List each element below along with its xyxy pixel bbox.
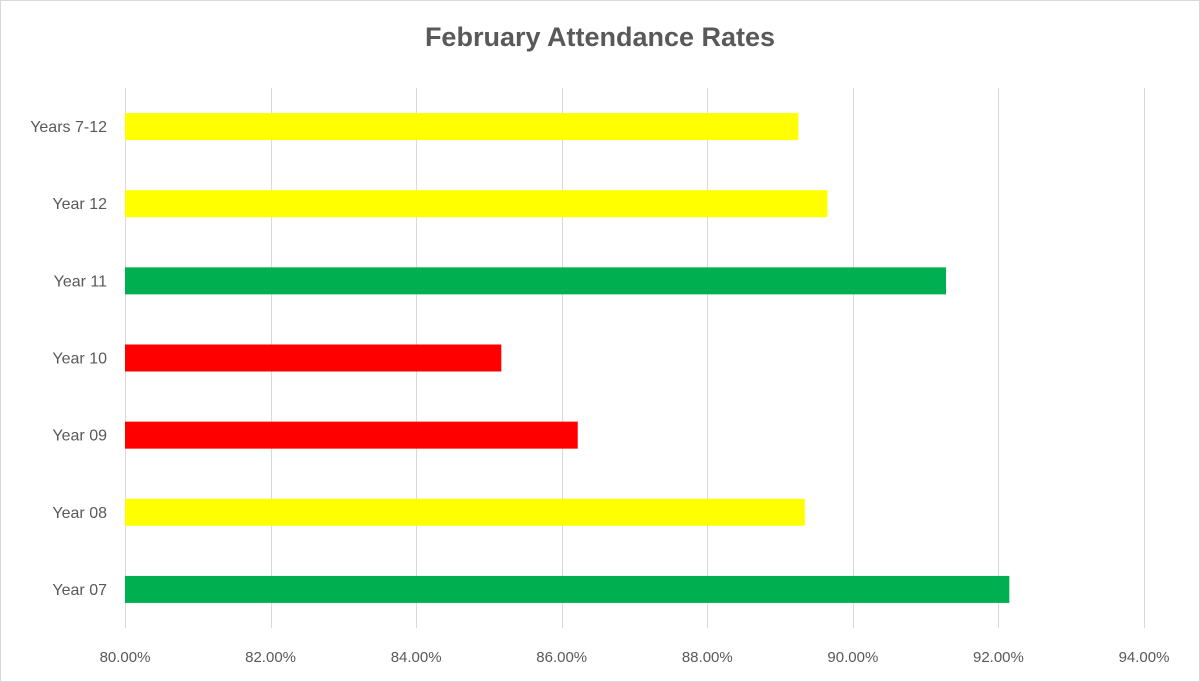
x-axis-tick-labels: 80.00% 82.00% 84.00% 86.00% 88.00% 90.00% 92.0… — [100, 649, 1170, 666]
x-tick-label: 80.00% — [100, 649, 151, 666]
bar — [125, 498, 805, 526]
x-tick-label: 82.00% — [245, 649, 296, 666]
x-tick-label: 84.00% — [391, 649, 442, 666]
category-label: Years 7-12 — [30, 119, 107, 136]
category-label: Year 09 — [52, 428, 107, 445]
bars — [125, 113, 1010, 603]
bar — [125, 344, 502, 372]
category-label: Year 11 — [54, 273, 107, 290]
bar — [125, 421, 578, 449]
category-label: Year 07 — [52, 582, 107, 599]
category-label: Year 08 — [52, 505, 107, 522]
x-tick-label: 88.00% — [682, 649, 733, 666]
category-label: Year 12 — [52, 196, 107, 213]
bar — [125, 575, 1010, 603]
bar — [125, 267, 947, 295]
x-tick-label: 94.00% — [1119, 649, 1170, 666]
x-tick-label: 90.00% — [827, 649, 878, 666]
x-tick-label: 92.00% — [973, 649, 1024, 666]
bar — [125, 113, 799, 141]
chart-title: February Attendance Rates — [424, 22, 776, 52]
category-label: Year 10 — [52, 351, 107, 368]
x-tick-label: 86.00% — [536, 649, 587, 666]
bar — [125, 190, 828, 218]
category-labels: Years 7-12 Year 12 Year 11 Year 10 Year 09 Ye… — [30, 119, 107, 599]
